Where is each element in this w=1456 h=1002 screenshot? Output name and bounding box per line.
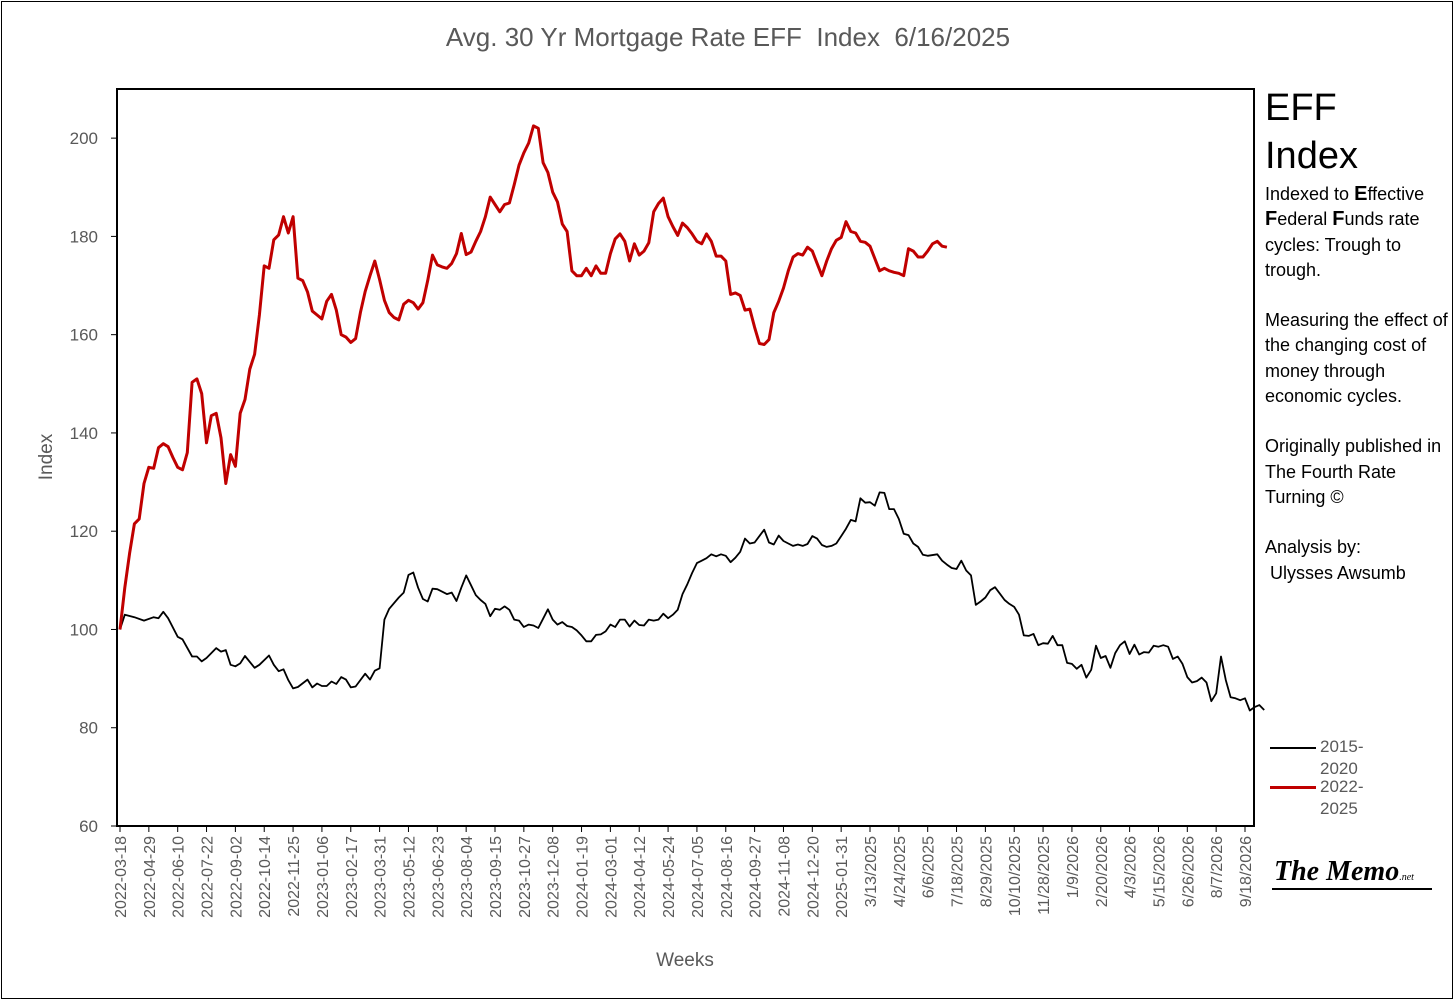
x-axis-label: Weeks (656, 950, 714, 971)
purpose-paragraph: Measuring the effect of the changing cos… (1265, 310, 1448, 407)
x-tick-label: 2/20/2026 (1094, 836, 1111, 907)
x-tick-label: 2024-03-01 (603, 836, 620, 918)
y-axis-label: Index (36, 433, 57, 480)
publication-paragraph: Originally published in The Fourth Rate … (1265, 436, 1442, 507)
x-tick-label: 3/13/2025 (863, 836, 880, 907)
x-tick-label: 2022-03-18 (113, 836, 130, 918)
x-tick-label: 10/10/2025 (1007, 836, 1024, 916)
y-tick-label: 200 (70, 129, 98, 148)
x-tick-label: 9/18/2026 (1238, 836, 1255, 907)
legend-swatch-red (1270, 786, 1316, 789)
x-tick-label: 2022-07-22 (200, 836, 217, 918)
x-tick-label: 2024-07-05 (690, 836, 707, 918)
legend-label: 2015-2020 (1320, 737, 1364, 778)
brand-logo: The Memo.net (1274, 856, 1414, 887)
x-tick-label: 11/28/2025 (1036, 836, 1053, 915)
x-tick-label: 2022-06-10 (171, 836, 188, 918)
x-tick-label: 2023-10-27 (517, 836, 534, 918)
author-paragraph: Analysis by: Ulysses Awsumb (1265, 537, 1406, 583)
series-line-2022-2025 (118, 124, 948, 630)
y-tick-label: 80 (79, 719, 98, 738)
x-tick-label: 2022-11-25 (286, 836, 303, 917)
x-tick-label: 2024-08-16 (719, 836, 736, 918)
x-tick-label: 2024-04-12 (632, 836, 649, 918)
x-tick-label: 2023-12-08 (546, 836, 563, 918)
x-tick-label: 2023-09-15 (488, 836, 505, 918)
y-tick-label: 180 (70, 227, 98, 246)
x-tick-label: 2024-05-24 (661, 836, 678, 918)
x-tick-label: 1/9/2026 (1065, 836, 1082, 898)
x-tick-label: 2023-01-06 (315, 836, 332, 918)
legend-label: 2022-2025 (1320, 777, 1364, 818)
x-tick-label: 7/18/2025 (950, 836, 967, 907)
side-panel: EFF Index Indexed to Effective Federal F… (1265, 84, 1450, 611)
x-tick-label: 2023-03-31 (373, 836, 390, 918)
definition-paragraph: Indexed to Effective Federal Funds rate … (1265, 183, 1425, 280)
x-tick-label: 2024-09-27 (748, 836, 765, 918)
x-tick-label: 2022-10-14 (257, 836, 274, 918)
x-tick-label: 2022-04-29 (142, 836, 159, 918)
y-tick-label: 140 (70, 424, 98, 443)
x-tick-label: 2022-09-02 (228, 836, 245, 918)
x-tick-label: 6/26/2026 (1180, 836, 1197, 907)
y-tick-label: 60 (79, 817, 98, 836)
x-tick-label: 8/7/2026 (1209, 836, 1226, 898)
legend-swatch-black (1270, 747, 1316, 749)
side-description: Indexed to Effective Federal Funds rate … (1265, 182, 1450, 586)
x-tick-label: 2023-02-17 (344, 836, 361, 918)
x-tick-label: 6/6/2025 (921, 836, 938, 898)
x-tick-label: 2023-05-12 (401, 836, 418, 918)
brand-underline (1272, 888, 1432, 890)
x-tick-label: 2023-08-04 (459, 836, 476, 918)
x-axis: 2022-03-18 2022-04-29 2022-06-10 2022-07-22… (113, 826, 1255, 918)
y-tick-label: 160 (70, 326, 98, 345)
side-heading: EFF Index (1265, 87, 1358, 177)
x-tick-label: 2024-12-20 (805, 836, 822, 918)
x-tick-label: 8/29/2025 (978, 836, 995, 907)
x-tick-label: 2024-11-08 (776, 836, 793, 917)
x-tick-label: 4/3/2026 (1123, 836, 1140, 898)
plot-area (116, 88, 1255, 827)
x-tick-label: 4/24/2025 (892, 836, 909, 907)
x-tick-label: 5/15/2026 (1151, 836, 1168, 907)
y-tick-label: 120 (70, 522, 98, 541)
y-axis: 60 80 100 120 140 160 180 200 (70, 129, 117, 836)
x-tick-label: 2023-06-23 (430, 836, 447, 918)
y-tick-label: 100 (70, 620, 98, 639)
series-layer (118, 124, 1265, 712)
x-tick-label: 2024-01-19 (575, 836, 592, 918)
series-line-2015-2020 (119, 491, 1265, 712)
chart-title: Avg. 30 Yr Mortgage Rate EFF Index 6/16/… (445, 22, 1011, 52)
x-tick-label: 2025-01-31 (834, 836, 851, 918)
